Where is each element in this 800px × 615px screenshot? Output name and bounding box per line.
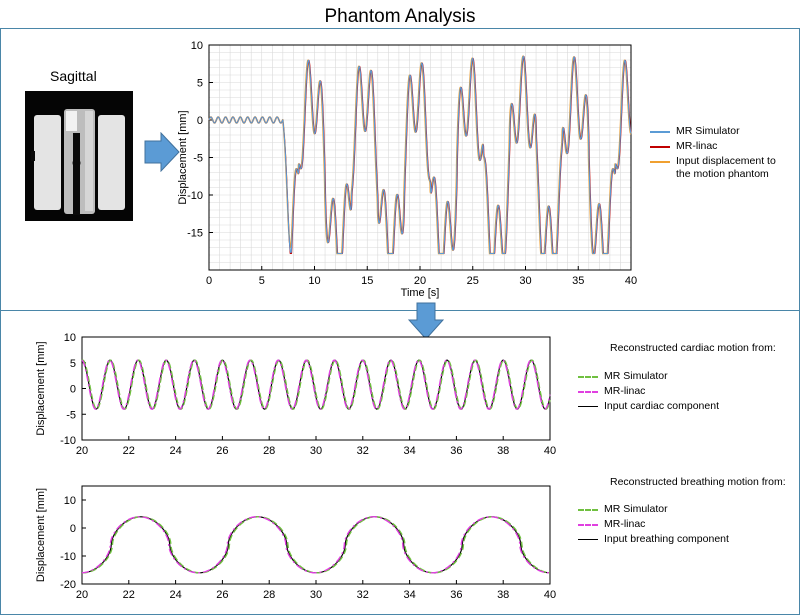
legend-label: MR Simulator <box>604 370 668 382</box>
overview-chart: 0 5 10 15 20 25 30 35 40 -15 -10 -5 0 5 10 Displacement… <box>177 40 637 299</box>
sagittal-label: Sagittal <box>50 68 97 84</box>
y-axis-label: Displacement [mm] <box>35 488 47 582</box>
x-tick-label: 0 <box>206 275 212 287</box>
y-tick-label: 0 <box>70 523 76 535</box>
x-tick-label: 40 <box>544 445 556 457</box>
x-tick-label: 36 <box>450 445 462 457</box>
legend-label: Input breathing component <box>604 533 729 546</box>
series-line <box>81 359 551 410</box>
x-tick-label: 30 <box>310 589 322 601</box>
legend-item: MR-linac <box>578 385 719 398</box>
legend-swatch <box>650 131 670 133</box>
x-tick-label: 24 <box>169 445 181 457</box>
legend-swatch <box>578 539 598 541</box>
y-tick-label: -10 <box>60 435 76 447</box>
plot-area <box>82 337 550 440</box>
legend-item: MR-linac <box>650 140 776 153</box>
series-line <box>81 516 551 574</box>
x-tick-label: 30 <box>519 275 531 287</box>
x-tick-label: 20 <box>414 275 426 287</box>
y-tick-label: 0 <box>70 384 76 396</box>
y-tick-label: 5 <box>70 358 76 370</box>
x-tick-label: 5 <box>259 275 265 287</box>
legend-label: MR-linac <box>676 140 718 153</box>
x-tick-label: 36 <box>450 589 462 601</box>
y-tick-label: -10 <box>187 190 203 202</box>
x-tick-label: 28 <box>263 589 275 601</box>
x-tick-label: 20 <box>76 589 88 601</box>
legend-swatch <box>578 524 598 527</box>
plot-frame <box>208 44 632 271</box>
legend-swatch <box>578 376 598 378</box>
y-axis-label: Displacement [mm] <box>177 110 189 204</box>
y-tick-label: -5 <box>193 153 203 165</box>
x-tick-label: 22 <box>123 445 135 457</box>
overview-legend: MR Simulator MR-linac Input displacement… <box>650 125 776 184</box>
x-tick-label: 20 <box>76 445 88 457</box>
x-tick-label: 38 <box>497 445 509 457</box>
y-tick-label: 10 <box>191 40 203 52</box>
phantom-image <box>25 91 133 221</box>
x-tick-label: 34 <box>403 445 415 457</box>
plot-area <box>82 486 550 584</box>
legend-swatch <box>578 391 598 394</box>
legend-item: MR-linac <box>578 518 729 531</box>
x-tick-label: 40 <box>625 275 637 287</box>
page-title: Phantom Analysis <box>324 6 476 27</box>
x-tick-label: 10 <box>308 275 320 287</box>
breathing-legend-title: Reconstructed breathing motion from: <box>610 476 786 488</box>
breathing-legend: MR Simulator MR-linac Input breathing co… <box>578 503 729 548</box>
x-tick-label: 32 <box>357 445 369 457</box>
y-tick-label: 10 <box>64 495 76 507</box>
legend-item: MR Simulator <box>650 125 776 138</box>
x-tick-label: 15 <box>361 275 373 287</box>
arrow-right-icon <box>144 132 180 172</box>
y-tick-label: -20 <box>60 579 76 591</box>
legend-swatch <box>578 406 598 408</box>
cardiac-legend-title: Reconstructed cardiac motion from: <box>610 342 776 354</box>
arrow-down-icon <box>408 302 444 340</box>
x-axis-label: Time [s] <box>401 287 440 299</box>
x-tick-label: 35 <box>572 275 584 287</box>
y-tick-label: 10 <box>64 332 76 344</box>
cardiac-chart: 20 22 24 26 28 30 32 34 36 38 40 -10 -5 0 5 10 Displacem… <box>35 332 556 457</box>
legend-item: Input displacement to the motion phantom <box>650 155 776 181</box>
y-tick-label: 0 <box>197 115 203 127</box>
y-tick-label: -10 <box>60 551 76 563</box>
x-tick-label: 28 <box>263 445 275 457</box>
breathing-chart: 20 22 24 26 28 30 32 34 36 38 40 -20 -10 0 10 Displacem… <box>35 485 556 601</box>
y-tick-label: 5 <box>197 78 203 90</box>
legend-item: Input breathing component <box>578 533 729 546</box>
legend-label: Input displacement to the motion phantom <box>676 155 776 181</box>
x-tick-label: 26 <box>216 589 228 601</box>
legend-item: MR Simulator <box>578 370 719 383</box>
x-tick-label: 22 <box>123 589 135 601</box>
y-tick-label: -15 <box>187 228 203 240</box>
legend-label: MR Simulator <box>604 503 668 515</box>
legend-label: MR-linac <box>604 385 646 398</box>
series-line <box>208 55 632 255</box>
x-tick-label: 40 <box>544 589 556 601</box>
legend-item: Input cardiac component <box>578 400 719 413</box>
x-tick-label: 38 <box>497 589 509 601</box>
series-line <box>81 359 551 410</box>
x-tick-label: 32 <box>357 589 369 601</box>
x-tick-label: 34 <box>403 589 415 601</box>
x-tick-label: 25 <box>467 275 479 287</box>
x-tick-label: 26 <box>216 445 228 457</box>
plot-frame <box>81 485 551 585</box>
legend-swatch <box>578 509 598 511</box>
cardiac-legend: MR Simulator MR-linac Input cardiac comp… <box>578 370 719 415</box>
legend-item: MR Simulator <box>578 503 729 516</box>
legend-label: MR Simulator <box>676 125 740 137</box>
x-tick-label: 24 <box>169 589 181 601</box>
y-axis-label: Displacement [mm] <box>35 341 47 435</box>
legend-label: Input cardiac component <box>604 400 719 413</box>
y-tick-label: -5 <box>66 409 76 421</box>
legend-swatch <box>650 161 670 164</box>
plot-frame <box>81 336 551 441</box>
legend-label: MR-linac <box>604 518 646 531</box>
x-tick-label: 30 <box>310 445 322 457</box>
legend-swatch <box>650 146 670 149</box>
